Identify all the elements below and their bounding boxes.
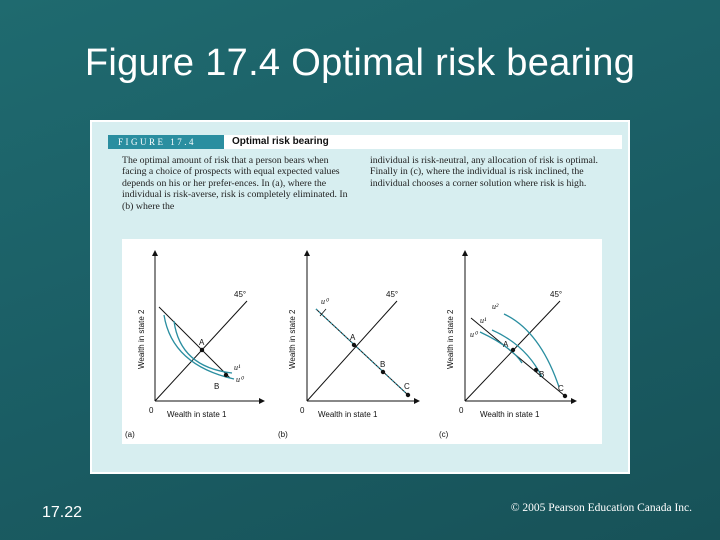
panel-b-point-b [380, 369, 386, 375]
panel-c-label-c: C [558, 384, 564, 393]
panel-b-label-u0: u⁰ [321, 297, 330, 306]
panel-c-curve-u1 [491, 329, 543, 378]
diagram-area: A B u¹ u⁰ 45° 0 Wealth in state 1 Wealth… [122, 239, 602, 444]
figure-text-left: The optimal amount of risk that a person… [122, 155, 348, 212]
panel-a-curve-u1 [173, 320, 233, 374]
panel-c-label-a: A [503, 340, 509, 349]
panel-b-label-c: C [404, 382, 410, 391]
panel-a-label-u0: u⁰ [236, 375, 245, 384]
panel-b-origin: 0 [300, 406, 305, 415]
panel-b-point-c [405, 392, 411, 398]
panel-b-angle-label: 45° [386, 290, 398, 299]
panel-c-curve-u2 [503, 313, 560, 388]
panel-a-budget-line [158, 306, 231, 379]
panel-c-label-b: B [539, 370, 544, 379]
panel-b-curve-u0 [315, 308, 409, 396]
copyright-text: © 2005 Pearson Education Canada Inc. [510, 502, 692, 514]
figure-panel: FIGURE 17.4 Optimal risk bearing The opt… [90, 120, 630, 474]
figure-text-right: individual is risk-neutral, any allocati… [370, 155, 599, 189]
panel-c-label-u2: u² [492, 302, 499, 311]
panel-b-label-b: B [380, 360, 385, 369]
panel-a-point-b [223, 372, 229, 378]
panel-c-origin: 0 [459, 406, 464, 415]
panel-c-curve-u0 [479, 331, 523, 364]
figure-header: FIGURE 17.4 Optimal risk bearing [108, 135, 622, 149]
panel-a-origin: 0 [149, 406, 154, 415]
panel-a-angle-label: 45° [234, 290, 246, 299]
panel-a-panel-label: (a) [125, 430, 135, 439]
panel-b-budget-line [315, 308, 409, 396]
slide-number: 17.22 [42, 504, 83, 521]
panel-b-point-a [351, 342, 357, 348]
panel-a-point-a [199, 347, 205, 353]
figure-label: FIGURE 17.4 [108, 135, 224, 149]
panel-b-label-a: A [350, 333, 356, 342]
panel-a-label-b: B [214, 382, 219, 391]
figure-inner: FIGURE 17.4 Optimal risk bearing The opt… [92, 122, 628, 472]
panel-a-label-a: A [199, 338, 205, 347]
panel-c-point-c [562, 393, 568, 399]
panel-c-point-a [510, 347, 516, 353]
panel-b-u0-pointer [319, 308, 327, 317]
panel-c-label-u0: u⁰ [470, 330, 479, 339]
panel-a-curve-u0 [163, 314, 235, 380]
panel-a-y-label: Wealth in state 2 [137, 309, 146, 369]
panel-a-x-label: Wealth in state 1 [167, 410, 227, 419]
slide-title: Figure 17.4 Optimal risk bearing [84, 42, 636, 84]
panel-c: A B C u² u¹ u⁰ 45° 0 Wealth in state 1 W… [439, 250, 577, 439]
panel-c-angle-label: 45° [550, 290, 562, 299]
panel-c-x-label: Wealth in state 1 [480, 410, 540, 419]
panel-b-45-line [306, 300, 398, 402]
panel-b-x-label: Wealth in state 1 [318, 410, 378, 419]
panel-a: A B u¹ u⁰ 45° 0 Wealth in state 1 Wealth… [125, 250, 265, 439]
panel-b-y-label: Wealth in state 2 [288, 309, 297, 369]
panel-c-label-u1: u¹ [480, 316, 487, 325]
figure-caption-title: Optimal risk bearing [232, 136, 329, 147]
panel-b: A B C u⁰ 45° 0 Wealth in state 1 Wealth … [278, 250, 420, 439]
panel-a-label-u1: u¹ [234, 363, 241, 372]
diagram-svg: A B u¹ u⁰ 45° 0 Wealth in state 1 Wealth… [125, 250, 577, 439]
panel-c-point-b [533, 367, 539, 373]
panel-c-y-label: Wealth in state 2 [446, 309, 455, 369]
panel-b-panel-label: (b) [278, 430, 288, 439]
panel-c-panel-label: (c) [439, 430, 449, 439]
